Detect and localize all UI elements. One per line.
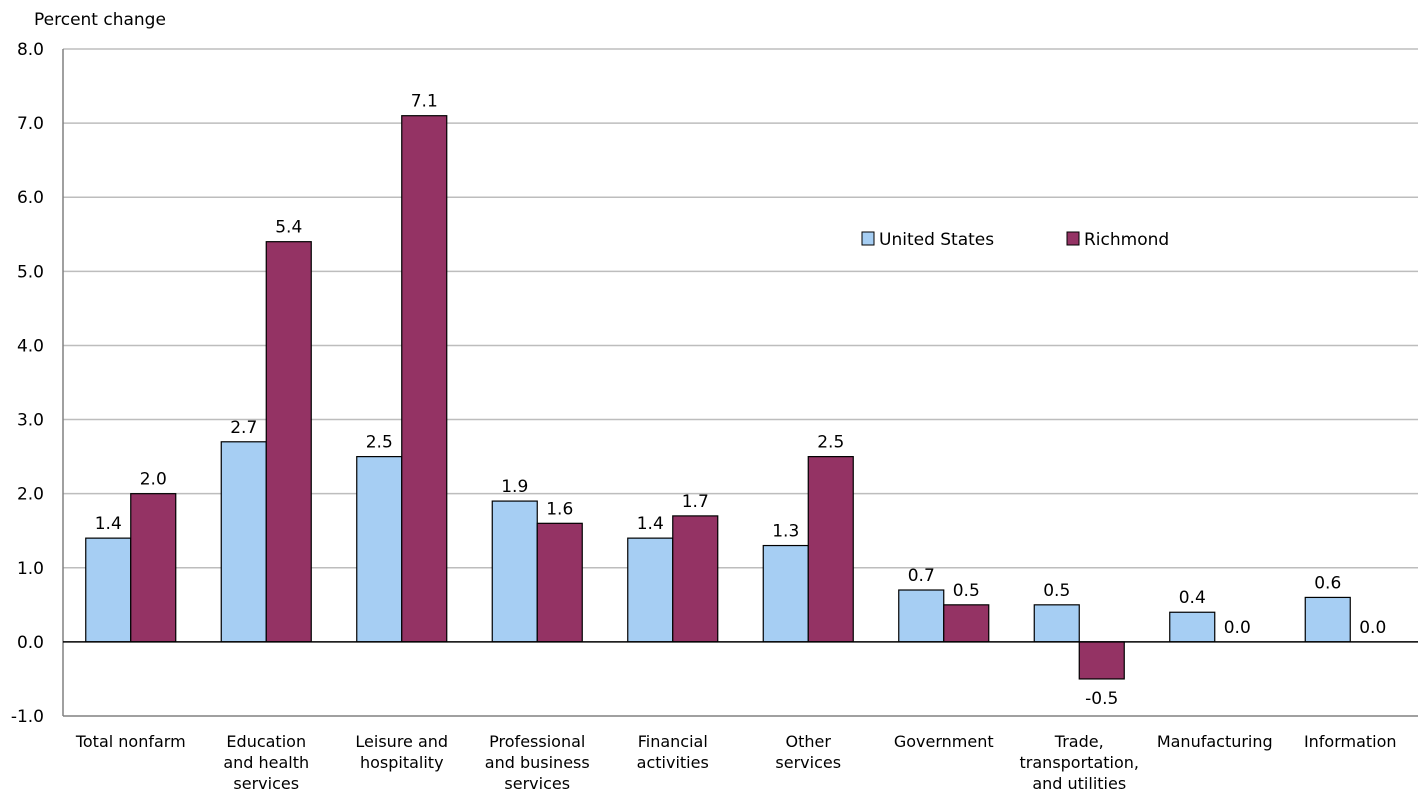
bar-united-states bbox=[85, 537, 132, 643]
x-tick-label: Manufacturing bbox=[1157, 732, 1273, 751]
bar-united-states bbox=[356, 456, 403, 643]
data-label: 1.6 bbox=[546, 499, 573, 519]
y-tick-label: 7.0 bbox=[17, 114, 44, 134]
bar-united-states bbox=[1169, 611, 1216, 643]
y-tick-label: 6.0 bbox=[17, 188, 44, 208]
bar-united-states bbox=[898, 589, 945, 643]
data-label: 0.6 bbox=[1314, 573, 1341, 593]
bars bbox=[85, 115, 1351, 680]
bar-united-states bbox=[762, 544, 809, 643]
x-tick-label: Education bbox=[226, 732, 306, 751]
y-tick-label: 3.0 bbox=[17, 411, 44, 431]
axes bbox=[62, 49, 1418, 717]
data-label: 1.9 bbox=[501, 477, 528, 497]
data-label: 0.0 bbox=[1224, 618, 1251, 638]
x-tick-label: services bbox=[233, 774, 299, 790]
x-tick-label: Professional bbox=[489, 732, 585, 751]
legend: United States Richmond bbox=[861, 230, 1169, 250]
y-axis-ticks: -1.0 0.0 1.0 2.0 3.0 4.0 5.0 6.0 7.0 8.0 bbox=[11, 40, 44, 727]
bar-richmond bbox=[672, 515, 719, 643]
data-label: 0.0 bbox=[1359, 618, 1386, 638]
data-label: 1.4 bbox=[95, 514, 122, 534]
legend-label: Richmond bbox=[1084, 230, 1169, 250]
x-tick-label: Government bbox=[894, 732, 994, 751]
x-tick-label: hospitality bbox=[360, 753, 444, 772]
x-tick-label: Information bbox=[1304, 732, 1397, 751]
x-tick-label: activities bbox=[637, 753, 709, 772]
x-tick-label: services bbox=[504, 774, 570, 790]
data-label: 2.7 bbox=[230, 418, 257, 438]
x-tick-label: Leisure and bbox=[355, 732, 448, 751]
data-label: 2.0 bbox=[140, 470, 167, 490]
bar-united-states bbox=[627, 537, 674, 643]
data-label: -0.5 bbox=[1085, 689, 1118, 709]
bar-richmond bbox=[536, 522, 583, 643]
y-tick-label: -1.0 bbox=[11, 707, 44, 727]
data-label: 0.5 bbox=[953, 581, 980, 601]
bar-richmond bbox=[1078, 641, 1125, 680]
y-tick-label: 0.0 bbox=[17, 633, 44, 653]
x-tick-label: and health bbox=[223, 753, 309, 772]
bar-united-states bbox=[491, 500, 538, 643]
data-label: 1.7 bbox=[682, 492, 709, 512]
x-tick-label: and utilities bbox=[1032, 774, 1126, 790]
data-label: 1.4 bbox=[637, 514, 664, 534]
y-axis-title: Percent change bbox=[34, 10, 166, 30]
data-label: 5.4 bbox=[275, 218, 302, 238]
x-tick-label: Financial bbox=[638, 732, 708, 751]
data-label: 2.5 bbox=[366, 433, 393, 453]
y-tick-label: 2.0 bbox=[17, 485, 44, 505]
bar-united-states bbox=[1304, 596, 1351, 643]
legend-label: United States bbox=[879, 230, 994, 250]
data-labels: 1.4 2.7 2.5 1.9 1.4 1.3 0.7 0.5 0.4 0.6 2.0 5.4 7.1 1… bbox=[95, 92, 1387, 709]
bar-richmond bbox=[807, 456, 854, 643]
data-label: 0.4 bbox=[1179, 588, 1206, 608]
x-tick-label: Trade, bbox=[1054, 732, 1104, 751]
y-tick-label: 8.0 bbox=[17, 40, 44, 60]
x-tick-label: and business bbox=[485, 753, 590, 772]
x-tick-label: services bbox=[775, 753, 841, 772]
y-tick-label: 4.0 bbox=[17, 336, 44, 356]
x-tick-label: Total nonfarm bbox=[75, 732, 186, 751]
bar-united-states bbox=[1033, 604, 1080, 643]
x-tick-label: Other bbox=[786, 732, 832, 751]
y-tick-label: 5.0 bbox=[17, 262, 44, 282]
legend-swatch bbox=[861, 231, 875, 246]
bar-united-states bbox=[220, 441, 267, 643]
data-label: 0.7 bbox=[908, 566, 935, 586]
y-tick-label: 1.0 bbox=[17, 559, 44, 579]
bar-richmond bbox=[130, 493, 177, 643]
x-axis-labels: Total nonfarm Education and health services… bbox=[75, 732, 1397, 790]
x-tick-label: transportation, bbox=[1020, 753, 1139, 772]
data-label: 0.5 bbox=[1043, 581, 1070, 601]
bar-richmond bbox=[265, 241, 312, 643]
legend-swatch bbox=[1066, 231, 1080, 246]
bar-richmond bbox=[943, 604, 990, 643]
data-label: 7.1 bbox=[411, 92, 438, 112]
bar-richmond bbox=[401, 115, 448, 643]
data-label: 2.5 bbox=[817, 433, 844, 453]
data-label: 1.3 bbox=[772, 522, 799, 542]
